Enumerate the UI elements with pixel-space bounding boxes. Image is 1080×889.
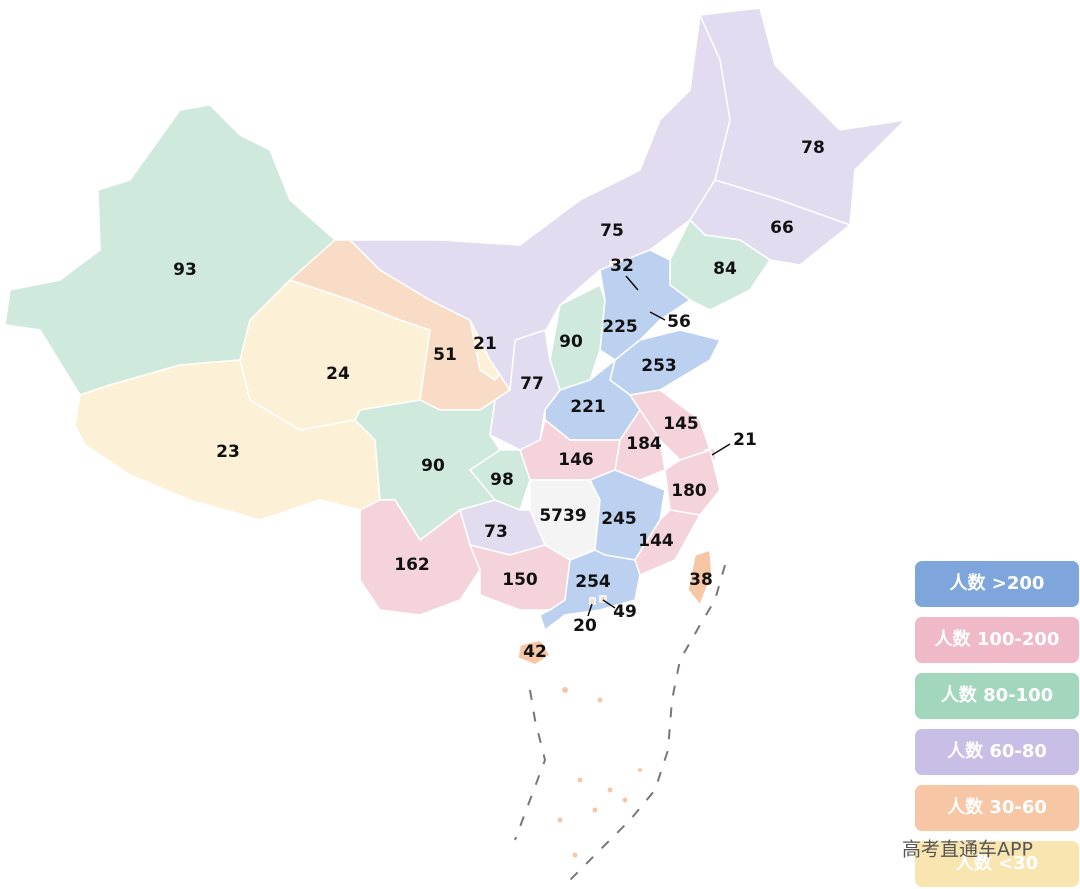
region-label: 184	[626, 434, 662, 454]
region-label: 20	[573, 616, 597, 636]
region-label: 75	[600, 221, 624, 241]
region-label: 51	[433, 345, 457, 365]
legend-label: 人数 60-80	[947, 740, 1047, 762]
region-label: 221	[570, 397, 606, 417]
islands	[557, 687, 642, 858]
region-label: 98	[490, 470, 514, 490]
region-label: 66	[770, 218, 794, 238]
legend-label: 人数 100-200	[935, 628, 1060, 650]
legend: 人数 >200 人数 100-200 人数 80-100 人数 60-80 人数 30-…	[915, 561, 1079, 887]
legend-swatch	[915, 561, 1079, 607]
legend-swatch	[915, 617, 1079, 663]
region-label: 38	[689, 570, 713, 590]
dash-lines	[514, 564, 726, 881]
region-label: 49	[613, 602, 637, 622]
region-label: 144	[638, 531, 674, 551]
region	[517, 639, 552, 666]
region-label: 253	[641, 356, 677, 376]
region-label: 73	[484, 522, 508, 542]
labels: 93 23 24 51 21 75 78 66 84 32 56 225 90 77 253 221 145 21…	[173, 138, 825, 662]
region-label: 21	[473, 334, 497, 354]
watermark: 高考直通车APP	[902, 839, 1033, 861]
region-label: 21	[733, 430, 757, 450]
regions	[4, 7, 908, 666]
region	[589, 597, 596, 605]
legend-swatch	[915, 841, 1079, 887]
region-label: 42	[523, 642, 547, 662]
region	[539, 549, 641, 632]
region-label: 254	[575, 572, 611, 592]
region-label: 32	[610, 256, 634, 276]
leader-lines	[587, 275, 731, 617]
legend-swatch	[915, 785, 1079, 831]
region-label: 146	[558, 450, 594, 470]
region-label: 162	[394, 555, 430, 575]
region-label: 5739	[539, 506, 586, 526]
legend-label: 人数 80-100	[941, 684, 1053, 706]
region-label: 56	[667, 312, 691, 332]
region-label: 245	[601, 509, 637, 529]
region-label: 150	[502, 570, 538, 590]
legend-label: 人数 <30	[956, 852, 1038, 874]
legend-label: 人数 >200	[950, 572, 1045, 594]
region-label: 90	[559, 332, 583, 352]
legend-swatch	[915, 673, 1079, 719]
region-label: 23	[216, 442, 240, 462]
region	[698, 7, 908, 227]
region-label: 24	[326, 364, 350, 384]
legend-swatch	[915, 729, 1079, 775]
region-label: 180	[671, 481, 707, 501]
legend-label: 人数 30-60	[947, 796, 1047, 818]
region-label: 84	[713, 259, 737, 279]
region-label: 90	[421, 456, 445, 476]
region	[687, 548, 713, 607]
region-label: 93	[173, 260, 197, 280]
region-label: 145	[663, 414, 699, 434]
region-label: 225	[602, 317, 638, 337]
region-label: 77	[520, 374, 544, 394]
region-label: 78	[801, 138, 825, 158]
